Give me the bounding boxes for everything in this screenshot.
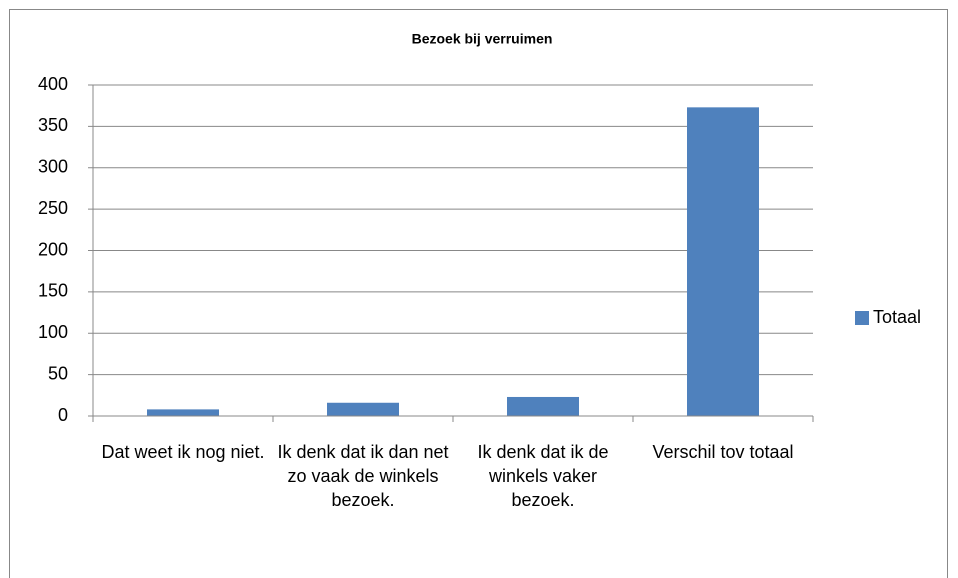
legend-label: Totaal [873,307,921,327]
y-tick-label: 100 [38,322,68,342]
x-tick-label: Dat weet ik nog niet. [101,442,265,462]
y-tick-label: 250 [38,198,68,218]
y-tick-label: 150 [38,281,68,301]
y-tick-label: 300 [38,157,68,177]
y-tick-label: 0 [58,405,68,425]
y-tick-label: 350 [38,115,68,135]
bar [147,409,219,416]
x-tick-label: Ik denk dat ik dan net zo vaak de winkel… [277,442,449,510]
chart-title: Bezoek bij verruimen [412,31,553,47]
bar [507,396,579,416]
legend-swatch [855,311,869,325]
y-tick-label: 400 [38,74,68,94]
y-tick-label: 50 [48,363,68,383]
bar [327,402,399,416]
x-tick-label: Ik denk dat ik de winkels vaker bezoek. [477,442,609,510]
y-tick-label: 200 [38,239,68,259]
x-tick-label: Verschil tov totaal [652,442,794,462]
bar [687,107,759,416]
chart-border [9,9,948,578]
